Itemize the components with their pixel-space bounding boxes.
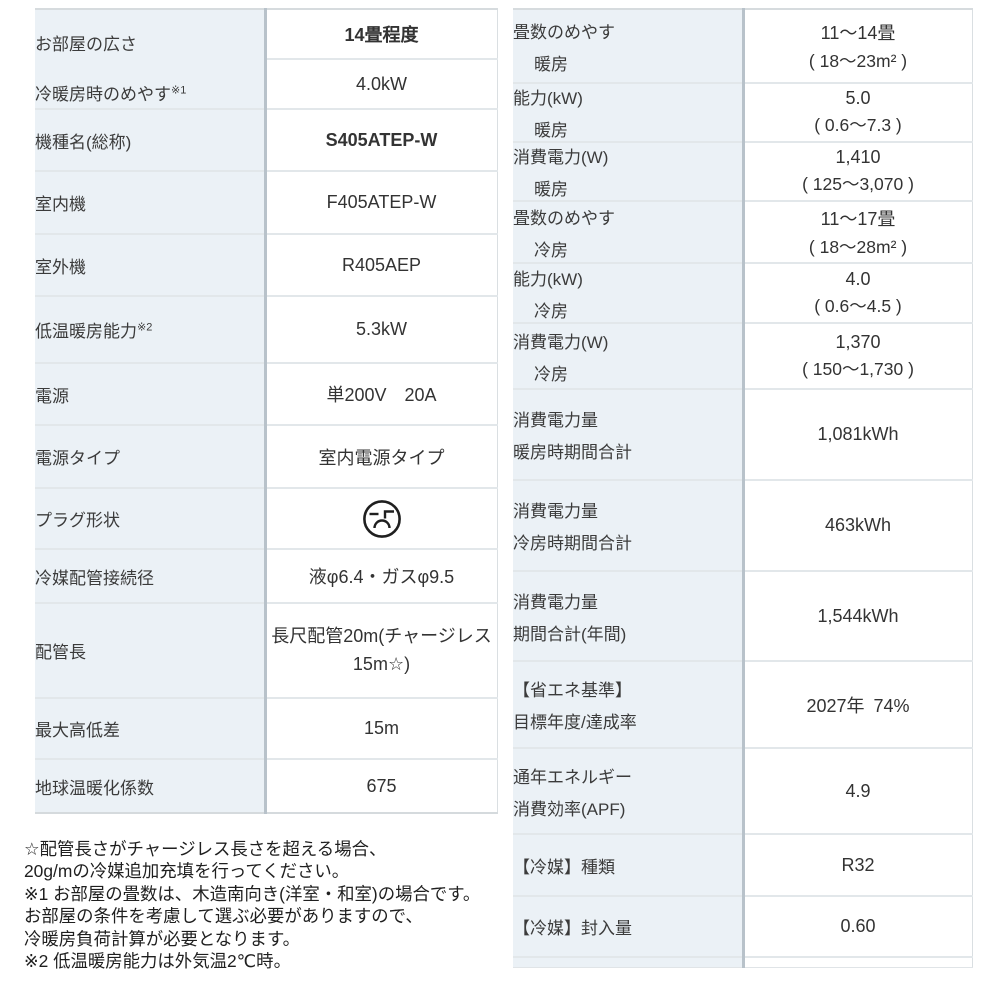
row-indoor-unit: 室内機 F405ATEP-W — [35, 171, 497, 235]
row-power-supply: 電源 単200V 20A — [35, 363, 497, 426]
row-pipe-diameter: 冷媒配管接続径 液φ6.4・ガスφ9.5 — [35, 549, 497, 604]
value-energy-annual-total: 1,544kWh — [741, 571, 972, 662]
value-energy-cooling-total: 463kWh — [741, 480, 972, 572]
value-indoor-unit: F405ATEP-W — [263, 171, 497, 235]
value-power-type: 室内電源タイプ — [263, 425, 497, 489]
value-refrigerant-amount: 0.60 — [741, 896, 972, 958]
value-low-temp-heating: 5.3kW — [263, 296, 497, 364]
value-capacity-heating: 5.0 ( 0.6〜7.3 ) — [741, 83, 972, 143]
row-plug-shape: プラグ形状 — [35, 488, 497, 550]
label-capacity-cooling: 能力(kW) 冷房 — [513, 263, 743, 324]
value-plug-shape — [263, 488, 497, 550]
footnote-line: 冷暖房負荷計算が必要となります。 — [24, 928, 300, 949]
label-refrigerant-type: 【冷媒】種類 — [513, 834, 743, 897]
value-gwp: 675 — [263, 759, 497, 814]
label-refrigerant-amount: 【冷媒】封入量 — [513, 896, 743, 958]
value-power-supply: 単200V 20A — [263, 363, 497, 426]
value-energy-standard: 2027年 74% — [741, 661, 972, 749]
value-tatami-heating: 11〜14畳 ( 18〜23m² ) — [741, 9, 972, 84]
label-heating-cooling-guide: 冷暖房時のめやす※1 — [35, 83, 187, 104]
row-energy-cooling-total: 消費電力量 冷房時期間合計 463kWh — [513, 480, 972, 572]
value-max-height-diff: 15m — [263, 698, 497, 760]
label-model-name: 機種名(総称) — [35, 109, 265, 172]
label-power-supply: 電源 — [35, 363, 265, 426]
sublabel-heating: 暖房 — [534, 121, 568, 140]
label-energy-standard: 【省エネ基準】 目標年度/達成率 — [513, 661, 743, 749]
label-outdoor-unit: 室外機 — [35, 234, 265, 297]
label-tatami-heating: 畳数のめやす 暖房 — [513, 9, 743, 84]
label-plug-shape: プラグ形状 — [35, 488, 265, 550]
label-pipe-diameter: 冷媒配管接続径 — [35, 549, 265, 604]
plug-shape-icon — [362, 499, 401, 538]
row-capacity-cooling: 能力(kW) 冷房 4.0 ( 0.6〜4.5 ) — [513, 263, 972, 324]
value-apf: 4.9 — [741, 748, 972, 835]
footnote-ref-1: ※1 — [171, 83, 187, 96]
footnote-line: 20g/mの冷媒追加充填を行ってください。 — [24, 861, 350, 882]
row-tatami-cooling: 畳数のめやす 冷房 11〜17畳 ( 18〜28m² ) — [513, 201, 972, 264]
label-indoor-unit: 室内機 — [35, 171, 265, 235]
footnote-line: ☆配管長さがチャージレス長さを超える場合、 — [24, 839, 387, 859]
value-refrigerant-type: R32 — [741, 834, 972, 897]
label-energy-cooling-total: 消費電力量 冷房時期間合計 — [513, 480, 743, 572]
value-capacity-cooling: 4.0 ( 0.6〜4.5 ) — [741, 263, 972, 324]
sublabel-cooling: 冷房 — [534, 301, 568, 321]
row-pipe-length: 配管長 長尺配管20m(チャージレス15m☆) — [35, 603, 497, 699]
row-power-type: 電源タイプ 室内電源タイプ — [35, 425, 497, 489]
label-power-type: 電源タイプ — [35, 425, 265, 489]
label-energy-annual-total: 消費電力量 期間合計(年間) — [513, 571, 743, 662]
spec-table-performance: 畳数のめやす 暖房 11〜14畳 ( 18〜23m² ) 能力(kW) 暖房 5… — [513, 8, 973, 968]
label-room-size-line1: お部屋の広さ — [35, 34, 137, 54]
label-gwp: 地球温暖化係数 — [35, 759, 265, 814]
row-refrigerant-type: 【冷媒】種類 R32 — [513, 834, 972, 897]
row-tatami-heating: 畳数のめやす 暖房 11〜14畳 ( 18〜23m² ) — [513, 9, 972, 84]
footnote-line: お部屋の条件を考慮して選ぶ必要がありますので、 — [24, 906, 423, 927]
sublabel-heating: 暖房 — [534, 180, 568, 199]
value-power-consumption-heating: 1,410 ( 125〜3,070 ) — [741, 142, 972, 202]
value-room-size: 14畳程度 — [263, 9, 497, 60]
row-apf: 通年エネルギー 消費効率(APF) 4.9 — [513, 748, 972, 835]
value-pipe-diameter: 液φ6.4・ガスφ9.5 — [263, 549, 497, 604]
label-apf: 通年エネルギー 消費効率(APF) — [513, 748, 743, 835]
row-energy-standard: 【省エネ基準】 目標年度/達成率 2027年 74% — [513, 661, 972, 749]
sublabel-cooling: 冷房 — [534, 364, 568, 384]
row-energy-heating-total: 消費電力量 暖房時期間合計 1,081kWh — [513, 389, 972, 481]
label-tatami-cooling: 畳数のめやす 冷房 — [513, 201, 743, 264]
label-room-size: お部屋の広さ 冷暖房時のめやす※1 — [35, 9, 265, 110]
row-power-consumption-cooling: 消費電力(W) 冷房 1,370 ( 150〜1,730 ) — [513, 323, 972, 390]
footnote-line: ※2 低温暖房能力は外気温2℃時。 — [24, 951, 291, 972]
row-refrigerant-amount: 【冷媒】封入量 0.60 — [513, 896, 972, 958]
label-capacity-heating: 能力(kW) 暖房 — [513, 83, 743, 143]
label-pipe-length: 配管長 — [35, 603, 265, 699]
label-low-temp-heating: 低温暖房能力※2 — [35, 296, 265, 364]
footnote-ref-2: ※2 — [137, 321, 153, 334]
row-gwp: 地球温暖化係数 675 — [35, 759, 497, 814]
value-heating-cooling-guide: 4.0kW — [263, 59, 497, 110]
row-energy-annual-total: 消費電力量 期間合計(年間) 1,544kWh — [513, 571, 972, 662]
row-max-height-diff: 最大高低差 15m — [35, 698, 497, 760]
value-energy-heating-total: 1,081kWh — [741, 389, 972, 481]
row-model-name: 機種名(総称) S405ATEP-W — [35, 109, 497, 172]
row-heating-cooling-guide: 4.0kW — [35, 59, 497, 110]
value-tatami-cooling: 11〜17畳 ( 18〜28m² ) — [741, 201, 972, 264]
row-outdoor-unit: 室外機 R405AEP — [35, 234, 497, 297]
value-model-name: S405ATEP-W — [263, 109, 497, 172]
footnotes: ☆配管長さがチャージレス長さを超える場合、 20g/mの冷媒追加充填を行ってくだ… — [24, 838, 516, 972]
row-power-consumption-heating: 消費電力(W) 暖房 1,410 ( 125〜3,070 ) — [513, 142, 972, 202]
value-pipe-length: 長尺配管20m(チャージレス15m☆) — [263, 603, 497, 699]
label-energy-heating-total: 消費電力量 暖房時期間合計 — [513, 389, 743, 481]
row-room-size: お部屋の広さ 冷暖房時のめやす※1 14畳程度 — [35, 9, 497, 110]
sublabel-cooling: 冷房 — [534, 240, 568, 260]
row-low-temp-heating: 低温暖房能力※2 5.3kW — [35, 296, 497, 364]
sublabel-heating: 暖房 — [534, 54, 568, 74]
label-power-consumption-heating: 消費電力(W) 暖房 — [513, 142, 743, 202]
label-power-consumption-cooling: 消費電力(W) 冷房 — [513, 323, 743, 390]
footnote-line: ※1 お部屋の畳数は、木造南向き(洋室・和室)の場合です。 — [24, 883, 481, 904]
row-partial-cutoff — [513, 957, 972, 968]
row-capacity-heating: 能力(kW) 暖房 5.0 ( 0.6〜7.3 ) — [513, 83, 972, 143]
label-max-height-diff: 最大高低差 — [35, 698, 265, 760]
value-power-consumption-cooling: 1,370 ( 150〜1,730 ) — [741, 323, 972, 390]
spec-table-basic: お部屋の広さ 冷暖房時のめやす※1 14畳程度 4.0kW 機種名(総称) S4… — [35, 8, 498, 814]
value-outdoor-unit: R405AEP — [263, 234, 497, 297]
